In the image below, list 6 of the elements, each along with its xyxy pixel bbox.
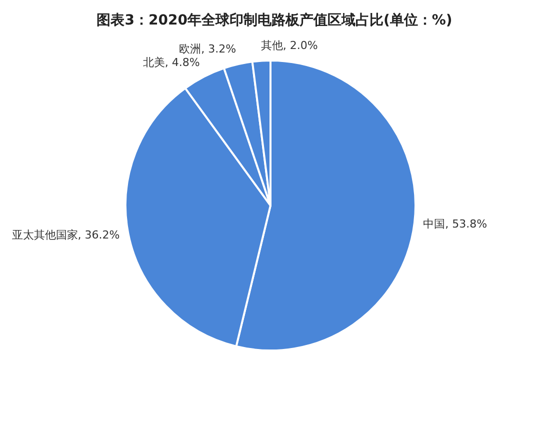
slice-label: 北美, 4.8% (142, 56, 200, 69)
chart-title: 图表3：2020年全球印制电路板产值区域占比(单位：%) (96, 12, 452, 28)
slice-label: 中国, 53.8% (423, 217, 488, 230)
slice-label: 欧洲, 3.2% (179, 42, 236, 56)
slice-label: 其他, 2.0% (260, 39, 318, 52)
slice-label: 亚太其他国家, 36.2% (12, 228, 120, 242)
